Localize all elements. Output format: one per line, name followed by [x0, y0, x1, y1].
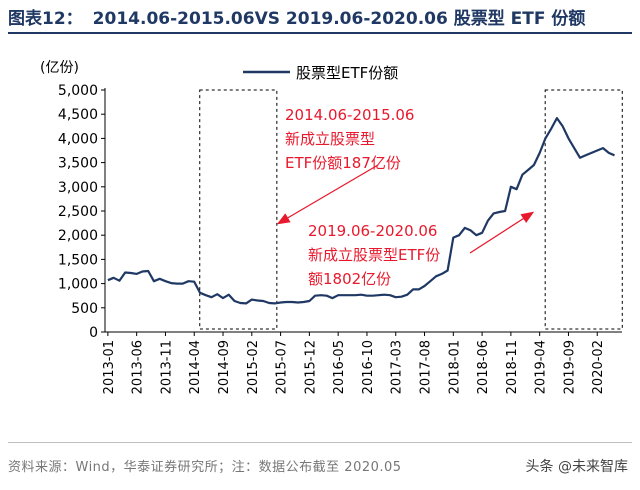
annotations: 2014.06-2015.06 新成立股票型 ETF份额187亿份 2019.06-2…: [276, 106, 535, 288]
highlight-boxes: [199, 89, 623, 330]
x-tick-label: 2019-04: [534, 340, 549, 394]
figure-label: 图表12：: [8, 9, 83, 29]
x-tick-label: 2013-06: [131, 340, 146, 394]
x-tick-label: 2017-08: [419, 340, 434, 394]
annotation-text: 2019.06-2020.06: [308, 222, 437, 240]
y-tick-label: 500: [71, 301, 98, 317]
x-tick-label: 2020-02: [591, 340, 606, 394]
y-tick-label: 2,000: [58, 228, 98, 244]
x-tick-label: 2013-01: [102, 340, 117, 394]
y-tick-label: 1,500: [58, 252, 98, 268]
figure-title: 2014.06-2015.06VS 2019.06-2020.06 股票型 ET…: [92, 9, 586, 29]
footer-divider: [8, 442, 632, 443]
y-tick-label: 0: [89, 325, 98, 341]
x-tick-label: 2013-11: [159, 340, 174, 394]
x-tick-label: 2016-05: [332, 340, 347, 394]
series-line: [107, 116, 615, 305]
y-tick-label: 2,500: [58, 204, 98, 220]
source-note: 资料来源：Wind，华泰证券研究所；注：数据公布截至 2020.05: [8, 460, 402, 475]
x-tick-label: 2018-06: [476, 340, 491, 394]
x-tick-label: 2014-04: [188, 340, 203, 394]
line-chart: 0 500 1,000 1,500 2,000 2,500 3,000 3,500 4,000 4…: [40, 60, 623, 394]
y-tick-label: 4,000: [58, 131, 98, 147]
y-tick-label: 1,000: [58, 277, 98, 293]
x-tick-label: 2016-10: [361, 340, 376, 394]
x-tick-label: 2015-02: [246, 340, 261, 394]
page-title: 图表12： 2014.06-2015.06VS 2019.06-2020.06 股…: [8, 4, 632, 34]
annotation-text: 2014.06-2015.06: [285, 106, 414, 124]
y-tick-label: 4,500: [58, 107, 98, 123]
annotation-arrow: [469, 211, 535, 254]
x-tick-label: 2015-12: [303, 340, 318, 394]
legend: 股票型ETF份额: [243, 64, 398, 82]
legend-label: 股票型ETF份额: [296, 64, 398, 82]
x-tick-label: 2018-11: [505, 340, 520, 394]
watermark: 头条 @未来智库: [523, 456, 630, 476]
highlight-box: [199, 89, 278, 330]
y-tick-label: 5,000: [58, 83, 98, 99]
y-axis-label: (亿份): [40, 60, 79, 76]
series-lines: [107, 116, 615, 305]
x-tick-label: 2018-01: [447, 340, 462, 394]
x-axis: 2013-01 2013-06 2013-11 2014-04 2014-09 2015-…: [102, 331, 622, 394]
x-tick-label: 2019-09: [562, 340, 577, 394]
y-axis: 0 500 1,000 1,500 2,000 2,500 3,000 3,500 4,000 4…: [58, 83, 106, 341]
annotation-text: ETF份额187亿份: [285, 154, 401, 172]
annotation-text: 额1802亿份: [308, 270, 391, 288]
highlight-box: [544, 89, 623, 330]
annotation-text: 新成立股票型ETF份: [308, 246, 440, 264]
x-tick-label: 2015-07: [275, 340, 290, 394]
annotation-text: 新成立股票型: [285, 130, 375, 148]
annotation-arrow: [276, 164, 379, 225]
x-tick-label: 2017-03: [390, 340, 405, 394]
y-tick-label: 3,500: [58, 156, 98, 172]
y-tick-label: 3,000: [58, 180, 98, 196]
x-tick-label: 2014-09: [217, 340, 232, 394]
